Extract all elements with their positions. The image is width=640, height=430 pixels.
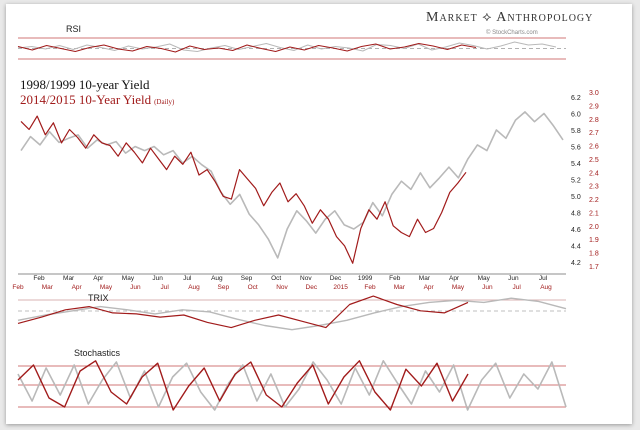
x-tick-top-16: Jun — [508, 275, 519, 282]
x-tick-top-4: Jun — [152, 275, 163, 282]
y-tick-inner-2: 2.8 — [589, 117, 599, 124]
trix-line-2014 — [17, 295, 469, 329]
legend-2014-note: (Daily) — [154, 98, 175, 106]
y-tick-inner-11: 1.9 — [589, 237, 599, 244]
x-tick-bottom-11: 2015 — [333, 284, 348, 291]
y-tick-inner-5: 2.5 — [589, 157, 599, 164]
x-tick-bottom-7: Sep — [218, 284, 230, 291]
x-tick-top-0: Feb — [33, 275, 45, 282]
legend-2014: 2014/2015 10-Year Yield (Daily) — [20, 92, 174, 108]
y-tick-inner-9: 2.1 — [589, 210, 599, 217]
y-tick-outer-5: 5.2 — [571, 178, 581, 185]
chart-svg: 6.2 6.0 5.8 5.6 5.4 5.2 5.0 4.8 4.6 4.4 4.2 3.0 2.9 2… — [12, 37, 599, 411]
trix-label: TRIX — [88, 293, 109, 303]
x-tick-top-17: Jul — [539, 275, 548, 282]
x-tick-bottom-18: Aug — [540, 284, 552, 291]
stoch-line-1998 — [17, 359, 567, 411]
rsi-line-1998 — [17, 41, 557, 52]
x-tick-top-12: Feb — [389, 275, 401, 282]
x-tick-bottom-3: May — [100, 284, 113, 291]
x-tick-top-3: May — [122, 275, 135, 282]
legend-1998: 1998/1999 10-year Yield — [20, 77, 150, 92]
x-tick-bottom-6: Aug — [188, 284, 200, 291]
y-tick-outer-3: 5.6 — [571, 145, 581, 152]
y-tick-inner-1: 2.9 — [589, 103, 599, 110]
y-tick-inner-3: 2.7 — [589, 130, 599, 137]
x-tick-top-15: May — [478, 275, 491, 282]
legend-2014-text: 2014/2015 10-Year Yield — [20, 92, 152, 107]
y-tick-inner-13: 1.7 — [589, 264, 599, 271]
y-tick-inner-4: 2.6 — [589, 144, 599, 151]
x-tick-bottom-8: Oct — [248, 284, 258, 291]
price-line-1998 — [20, 111, 564, 259]
source-credit: © StockCharts.com — [486, 30, 538, 36]
rsi-line-2014 — [17, 43, 477, 53]
x-tick-bottom-14: Apr — [424, 284, 435, 291]
x-tick-top-6: Aug — [211, 275, 223, 282]
y-tick-inner-12: 1.8 — [589, 251, 599, 258]
x-tick-bottom-16: Jun — [482, 284, 493, 291]
y-tick-outer-4: 5.4 — [571, 161, 581, 168]
x-tick-bottom-12: Feb — [364, 284, 376, 291]
y-tick-outer-6: 5.0 — [571, 194, 581, 201]
x-tick-top-9: Nov — [300, 275, 312, 282]
y-tick-outer-9: 4.4 — [571, 244, 581, 251]
x-tick-bottom-15: May — [452, 284, 465, 291]
x-tick-bottom-17: Jul — [513, 284, 522, 291]
y-tick-inner-10: 2.0 — [589, 224, 599, 231]
x-tick-top-13: Mar — [419, 275, 431, 282]
trix-line-1998 — [17, 297, 567, 331]
brand-logo: Market ⟡ Anthropology — [426, 10, 594, 25]
chart-frame: 6.2 6.0 5.8 5.6 5.4 5.2 5.0 4.8 4.6 4.4 4.2 3.0 2.9 2… — [6, 4, 632, 424]
x-tick-bottom-9: Nov — [276, 284, 288, 291]
y-tick-outer-10: 4.2 — [571, 260, 581, 267]
y-tick-outer-1: 6.0 — [571, 112, 581, 119]
y-tick-outer-7: 4.8 — [571, 211, 581, 218]
x-tick-top-8: Oct — [271, 275, 281, 282]
x-tick-top-14: Apr — [449, 275, 460, 282]
y-tick-inner-7: 2.3 — [589, 184, 599, 191]
x-tick-bottom-0: Feb — [12, 284, 24, 291]
x-tick-bottom-13: Mar — [394, 284, 406, 291]
y-tick-inner-6: 2.4 — [589, 170, 599, 177]
x-tick-top-10: Dec — [330, 275, 342, 282]
x-tick-bottom-4: Jun — [130, 284, 141, 291]
stoch-line-2014 — [17, 360, 469, 411]
y-tick-inner-8: 2.2 — [589, 197, 599, 204]
x-tick-top-5: Jul — [183, 275, 192, 282]
x-tick-bottom-10: Dec — [306, 284, 318, 291]
x-tick-top-7: Sep — [241, 275, 253, 282]
rsi-label: RSI — [66, 24, 82, 34]
y-tick-outer-0: 6.2 — [571, 95, 581, 102]
y-tick-inner-0: 3.0 — [589, 90, 599, 97]
x-tick-bottom-5: Jul — [161, 284, 170, 291]
x-tick-bottom-2: Apr — [72, 284, 83, 291]
y-tick-outer-8: 4.6 — [571, 227, 581, 234]
x-tick-top-2: Apr — [93, 275, 104, 282]
price-line-2014 — [20, 115, 467, 264]
stochastics-label: Stochastics — [74, 348, 121, 358]
x-tick-bottom-1: Mar — [42, 284, 54, 291]
x-tick-top-11: 1999 — [358, 275, 373, 282]
y-tick-outer-2: 5.8 — [571, 128, 581, 135]
x-tick-top-1: Mar — [63, 275, 75, 282]
